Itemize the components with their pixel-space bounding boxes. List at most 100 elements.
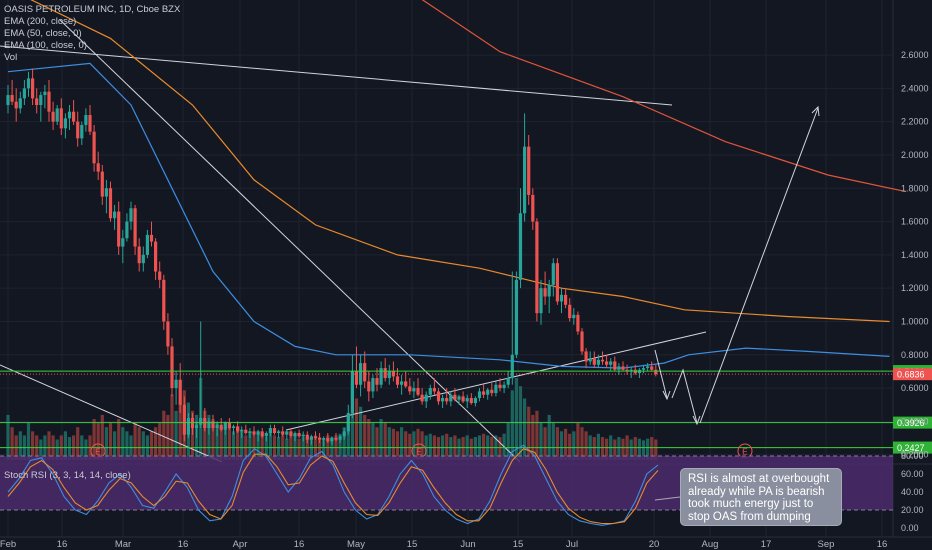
volume-bar xyxy=(383,423,387,460)
legend-vol: Vol xyxy=(4,52,18,63)
candle-body xyxy=(387,371,391,379)
price-axis: Feb 16 Mar 16 Apr 16 May 15 Jun 15 Jul 20 Aug 17 Sep 16… xyxy=(0,50,929,550)
volume-bar xyxy=(514,378,518,460)
projection-path xyxy=(654,107,819,424)
candlesticks xyxy=(6,68,658,447)
volume-bar xyxy=(461,437,465,460)
legend-ema100: EMA (100, close, 0) xyxy=(4,40,87,51)
candle-body xyxy=(186,418,190,435)
candle-body xyxy=(383,368,387,379)
volume-bar xyxy=(646,438,650,460)
volume-bar xyxy=(289,437,293,460)
trend-line xyxy=(285,331,707,431)
candle-body xyxy=(641,368,646,370)
candle-body xyxy=(494,384,498,394)
volume-bar xyxy=(268,431,272,460)
rsi-tick-label: 0.00 xyxy=(901,523,919,533)
candle-body xyxy=(436,391,441,402)
volume-bar xyxy=(641,440,646,460)
volume-bar xyxy=(637,438,641,460)
volume-bar xyxy=(449,437,453,460)
candle-body xyxy=(223,423,227,430)
candle-body xyxy=(277,431,281,434)
candle-body xyxy=(244,429,248,434)
candle-body xyxy=(441,398,445,402)
volume-bar xyxy=(555,427,559,460)
x-tick-label: 16 xyxy=(877,539,888,550)
candle-body xyxy=(133,208,137,247)
y-tick-label: 0.4000 xyxy=(901,416,929,426)
x-tick-label: Feb xyxy=(0,539,16,550)
volume-bar xyxy=(67,437,72,460)
candle-body xyxy=(596,359,600,365)
candle-body xyxy=(281,431,285,435)
candle-body xyxy=(621,366,625,370)
candle-body xyxy=(231,426,236,429)
y-tick-label: 1.0000 xyxy=(901,316,929,326)
volume-bar xyxy=(113,431,117,460)
candle-body xyxy=(129,208,133,222)
volume-bar xyxy=(654,439,658,460)
candle-body xyxy=(92,131,96,164)
candle-body xyxy=(72,111,76,122)
volume-bar xyxy=(6,414,10,460)
y-tick-label: 2.2000 xyxy=(901,117,929,127)
candle-body xyxy=(363,363,367,382)
volume-bar xyxy=(592,437,596,460)
y-tick-label: 2.6000 xyxy=(901,50,929,60)
candle-body xyxy=(59,108,63,129)
volume-bar xyxy=(469,438,473,460)
candle-body xyxy=(318,438,322,440)
candle-body xyxy=(26,78,31,89)
volume-bar xyxy=(523,398,527,460)
volume-bar xyxy=(375,427,379,460)
candle-body xyxy=(477,391,482,399)
volume-bar xyxy=(309,437,313,460)
candle-body xyxy=(588,358,592,362)
volume-bar xyxy=(445,433,449,460)
y-tick-label: 2.4000 xyxy=(901,83,929,93)
candle-body xyxy=(428,388,432,395)
volume-bar xyxy=(227,427,231,460)
volume-bar xyxy=(342,427,346,460)
candle-body xyxy=(408,386,412,392)
candle-body xyxy=(506,378,510,385)
arrow-head xyxy=(692,415,701,426)
annotation-callout[interactable]: RSI is almost at overbought already whil… xyxy=(680,468,842,526)
volume-bar xyxy=(26,423,31,460)
candle-body xyxy=(96,163,100,172)
volume-bar xyxy=(215,423,219,460)
volume-bar xyxy=(125,431,129,460)
candle-body xyxy=(354,371,359,385)
volume-bar xyxy=(154,427,158,460)
volume-bar xyxy=(363,414,367,460)
candle-body xyxy=(473,398,477,404)
volume-bar xyxy=(473,437,477,460)
candle-body xyxy=(576,314,580,332)
volume-bar xyxy=(420,431,424,460)
volume-bar xyxy=(338,433,342,460)
volume-bar xyxy=(428,433,432,460)
candle-body xyxy=(199,418,203,425)
projection-arrows xyxy=(654,105,820,426)
volume-bar xyxy=(617,437,621,460)
rsi-series-line xyxy=(7,448,659,525)
candle-body xyxy=(162,279,166,322)
candle-body xyxy=(514,279,518,355)
y-tick-label: 0.2000 xyxy=(901,450,929,460)
candle-body xyxy=(76,121,80,139)
candle-body xyxy=(342,431,346,437)
candle-body xyxy=(539,288,543,314)
candle-body xyxy=(617,366,621,370)
candle-body xyxy=(531,194,535,222)
x-tick-label: Jun xyxy=(460,539,475,550)
candle-body xyxy=(108,188,113,219)
candle-body xyxy=(592,358,596,365)
candle-body xyxy=(22,88,26,99)
candle-body xyxy=(580,331,584,352)
candle-body xyxy=(584,351,588,362)
candle-body xyxy=(338,436,342,440)
y-tick-label: 0.8000 xyxy=(901,350,929,360)
volume-bar xyxy=(301,437,305,460)
